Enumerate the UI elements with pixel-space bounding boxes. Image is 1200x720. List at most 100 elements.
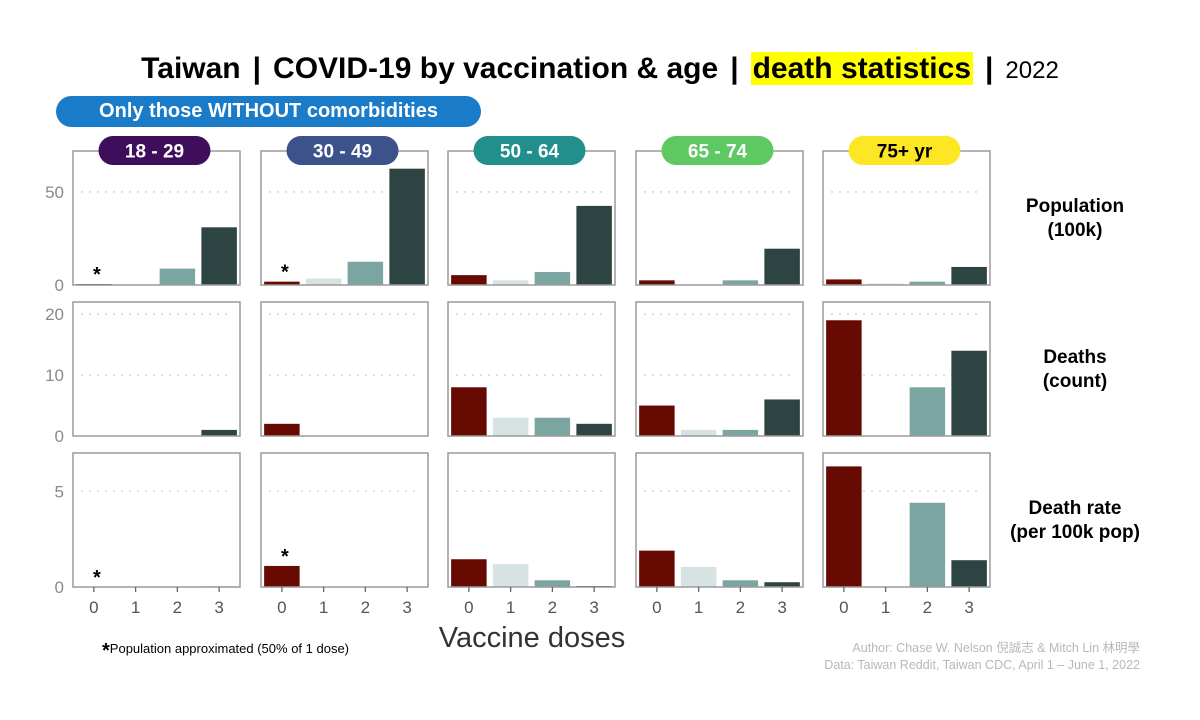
- bar-dose-1: [680, 566, 717, 587]
- row-label: Deaths: [1043, 347, 1106, 368]
- bar-dose-3: [201, 227, 237, 285]
- panel-0-4: [822, 150, 991, 286]
- footnote-text: Population approximated (50% of 1 dose): [109, 641, 350, 656]
- x-tick-label: 2: [548, 598, 557, 617]
- bar-dose-2: [534, 271, 571, 285]
- bar-dose-0: [264, 565, 300, 587]
- bar-dose-0: [826, 279, 862, 285]
- bar-dose-0: [451, 387, 487, 436]
- panel-0-2: [447, 150, 616, 286]
- chart-title: Taiwan | COVID-19 by vaccination & age | dea…: [0, 52, 1200, 86]
- row-label: (per 100k pop): [1010, 522, 1140, 543]
- x-tick-label: 0: [277, 598, 286, 617]
- x-tick-label: 3: [777, 598, 786, 617]
- bar-dose-3: [201, 429, 237, 436]
- x-tick-label: 1: [881, 598, 890, 617]
- x-tick-label: 0: [839, 598, 848, 617]
- x-tick-label: 3: [589, 598, 598, 617]
- x-tick-label: 3: [214, 598, 223, 617]
- approximation-asterisk: *: [93, 567, 101, 589]
- title-separator: |: [252, 52, 262, 85]
- bar-dose-2: [909, 281, 946, 285]
- approximation-asterisk: *: [93, 264, 101, 286]
- author-credit: Author: Chase W. Nelson 倪誠志 & Mitch Lin …: [852, 641, 1140, 655]
- bar-dose-2: [159, 268, 196, 285]
- age-group-label: 65 - 74: [688, 142, 748, 163]
- y-tick-label: 10: [45, 366, 64, 385]
- x-tick-label: 2: [736, 598, 745, 617]
- bar-dose-3: [576, 205, 612, 285]
- bar-dose-2: [909, 387, 946, 436]
- bar-dose-0: [826, 466, 862, 587]
- title-highlight: death statistics: [750, 52, 974, 85]
- bar-dose-0: [639, 280, 675, 285]
- panel-2-0: *: [72, 452, 241, 589]
- subtitle-badge: Only those WITHOUT comorbidities: [56, 96, 481, 127]
- footnote-star: *: [102, 640, 110, 662]
- panel-border: [822, 452, 991, 588]
- age-group-label: 75+ yr: [877, 142, 933, 163]
- panel-0-0: *: [72, 150, 241, 286]
- panel-border: [447, 301, 616, 437]
- credits: Author: Chase W. Nelson 倪誠志 & Mitch Lin …: [824, 640, 1140, 674]
- approximation-asterisk: *: [281, 262, 289, 284]
- title-separator: |: [730, 52, 739, 85]
- bar-dose-1: [492, 564, 529, 587]
- panel-2-2: [447, 452, 616, 588]
- x-tick-label: 1: [131, 598, 140, 617]
- panel-border: [822, 150, 991, 286]
- age-group-label: 50 - 64: [500, 142, 560, 163]
- bar-dose-0: [639, 405, 675, 436]
- bar-dose-0: [639, 550, 675, 587]
- bar-dose-2: [909, 502, 946, 587]
- x-tick-label: 0: [89, 598, 98, 617]
- row-label: (count): [1043, 371, 1107, 392]
- panel-border: [260, 301, 429, 437]
- bar-dose-3: [764, 582, 800, 587]
- bar-dose-0: [451, 559, 487, 587]
- age-group-badge: [473, 136, 586, 165]
- bar-dose-2: [534, 417, 571, 436]
- bar-dose-3: [576, 423, 612, 436]
- title-topic: COVID-19 by vaccination & age: [273, 52, 719, 85]
- panel-border: [635, 301, 804, 437]
- title-country: Taiwan: [141, 52, 241, 85]
- bar-dose-3: [764, 248, 800, 285]
- x-tick-label: 1: [694, 598, 703, 617]
- x-tick-label: 2: [361, 598, 370, 617]
- title-year: 2022: [1005, 57, 1059, 84]
- x-tick-label: 2: [923, 598, 932, 617]
- panel-1-3: [635, 301, 804, 437]
- panel-0-3: [635, 150, 804, 286]
- approximation-asterisk: *: [281, 546, 289, 568]
- panel-border: [635, 452, 804, 588]
- x-tick-label: 1: [506, 598, 515, 617]
- x-tick-label: 3: [402, 598, 411, 617]
- bar-dose-2: [534, 580, 571, 587]
- bar-dose-0: [826, 320, 862, 436]
- age-group-badge: [286, 136, 399, 165]
- row-label: Death rate: [1029, 498, 1122, 519]
- x-tick-label: 3: [964, 598, 973, 617]
- bar-dose-3: [951, 266, 987, 285]
- bar-dose-1: [680, 429, 717, 436]
- x-tick-label: 0: [652, 598, 661, 617]
- bar-dose-2: [722, 429, 759, 436]
- bar-dose-0: [264, 423, 300, 436]
- y-tick-label: 0: [55, 578, 64, 597]
- bar-dose-2: [722, 580, 759, 587]
- panel-2-4: [822, 452, 991, 588]
- y-tick-label: 5: [55, 482, 64, 501]
- x-tick-label: 0: [464, 598, 473, 617]
- row-label: (100k): [1048, 220, 1103, 241]
- x-axis-title: Vaccine doses: [439, 622, 625, 654]
- bar-dose-3: [764, 399, 800, 436]
- panel-1-0: [72, 301, 241, 437]
- age-group-badge: [848, 136, 961, 165]
- age-group-label: 30 - 49: [313, 142, 372, 163]
- y-tick-label: 50: [45, 183, 64, 202]
- bar-dose-1: [492, 280, 529, 285]
- bar-dose-2: [722, 280, 759, 285]
- bar-dose-1: [492, 417, 529, 436]
